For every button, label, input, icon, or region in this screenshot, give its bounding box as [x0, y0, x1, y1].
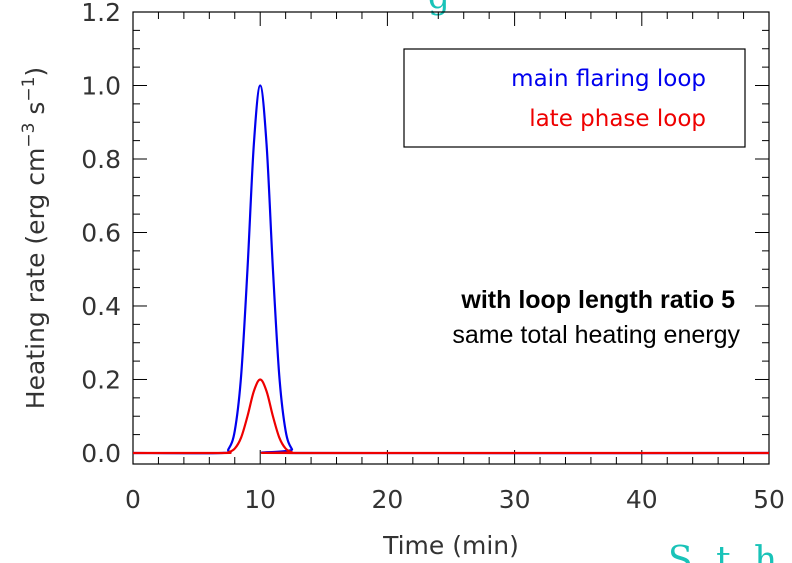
y-axis-label-mid: s: [21, 102, 50, 123]
x-tick-label: 20: [371, 485, 403, 514]
series-line-late-phase-loop: [133, 379, 769, 453]
x-axis-label: Time (min): [382, 531, 519, 560]
x-tick-label: 0: [125, 485, 141, 514]
legend-box: [404, 49, 745, 147]
background-text-top: g: [428, 0, 450, 17]
legend-label-main-flaring-loop: main flaring loop: [511, 66, 706, 92]
x-tick-label: 10: [244, 485, 276, 514]
y-axis-label: Heating rate (erg cm−3 s−1): [19, 67, 50, 409]
y-tick-label: 0.8: [81, 145, 121, 174]
y-tick-label: 0.4: [81, 292, 121, 321]
y-axis-label-end: ): [21, 67, 50, 77]
x-tick-label: 50: [753, 485, 785, 514]
y-tick-label: 0.0: [81, 439, 121, 468]
annotation-same-heating-energy: same total heating energy: [452, 321, 740, 349]
y-tick-label: 1.2: [81, 0, 121, 27]
y-axis-label-main: Heating rate (erg cm: [21, 148, 50, 410]
annotation-loop-length-ratio: with loop length ratio 5: [460, 286, 735, 314]
y-tick-label: 0.6: [81, 218, 121, 247]
x-tick-label: 40: [626, 485, 658, 514]
y-tick-label: 0.2: [81, 365, 121, 394]
y-axis-label-sup1: −3: [19, 123, 39, 148]
background-text-bottom: S t h: [668, 540, 783, 563]
y-axis-label-sup2: −1: [19, 77, 39, 102]
x-tick-label: 30: [499, 485, 531, 514]
legend-label-late-phase-loop: late phase loop: [529, 106, 706, 132]
y-tick-label: 1.0: [81, 71, 121, 100]
